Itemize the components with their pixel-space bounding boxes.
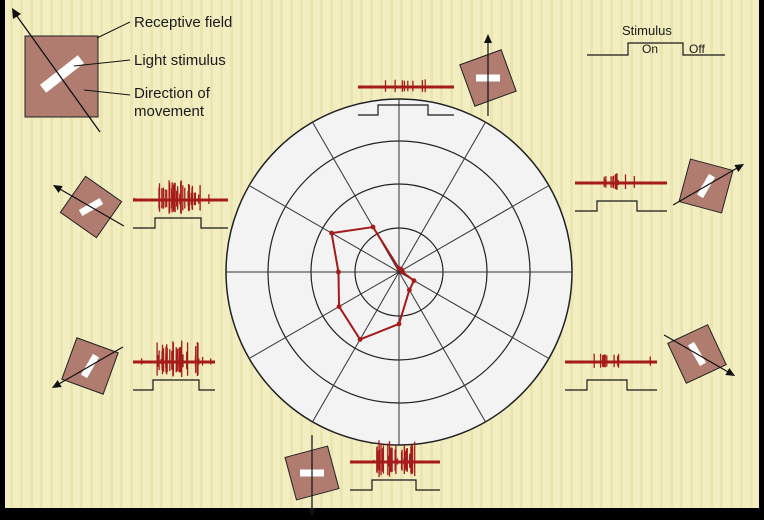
- trace-lower-left: [133, 340, 215, 391]
- stimulus-key: Stimulus On Off: [587, 23, 725, 56]
- trace-stimulus-step: [565, 379, 657, 391]
- trace-spikes: [373, 440, 416, 478]
- direction-arrow-icon: [52, 185, 63, 193]
- direction-cards: [51, 34, 745, 517]
- polar-response-point: [370, 224, 376, 230]
- legend-label-light-stimulus: Light stimulus: [134, 52, 226, 69]
- polar-response-point: [357, 337, 363, 342]
- direction-arrow-icon: [308, 508, 316, 517]
- polar-response-point: [336, 269, 341, 275]
- trace-down: [350, 440, 440, 491]
- trace-stimulus-step: [575, 200, 667, 212]
- card-down: [284, 435, 340, 517]
- legend-label-movement: movement: [134, 103, 205, 120]
- trace-stimulus-step: [133, 217, 228, 229]
- direction-arrow-icon: [51, 380, 62, 388]
- trace-spikes: [140, 340, 212, 377]
- trace-baseline: [358, 85, 454, 89]
- polar-response-point: [406, 287, 412, 293]
- stimulus-waveform: [587, 42, 725, 56]
- trace-stimulus-step: [358, 104, 454, 116]
- card-lower-right: [663, 324, 736, 384]
- card-upper-left: [52, 175, 125, 239]
- card-up: [459, 34, 517, 116]
- legend-direction-line: [13, 11, 101, 133]
- trace-spikes: [593, 353, 651, 368]
- legend-direction-arrow-icon: [12, 8, 21, 19]
- trace-up: [358, 79, 454, 116]
- trace-spikes: [603, 173, 635, 190]
- polar-response-point: [396, 321, 402, 327]
- trace-spikes: [133, 180, 210, 214]
- polar-response-point: [396, 266, 402, 271]
- spike-traces: [133, 79, 667, 491]
- legend-label-receptive-field: Receptive field: [134, 14, 232, 31]
- trace-baseline: [575, 181, 667, 185]
- direction-line: [56, 346, 124, 386]
- card-lower-left: [51, 337, 124, 395]
- stimulus-title: Stimulus: [622, 23, 672, 38]
- polar-plot: [225, 98, 573, 446]
- polar-response-point: [336, 304, 342, 309]
- direction-line: [672, 166, 740, 206]
- card-upper-right: [672, 158, 745, 214]
- trace-stimulus-step: [350, 479, 440, 491]
- polar-spoke: [248, 185, 550, 359]
- trace-lower-right: [565, 353, 657, 391]
- direction-line: [57, 187, 125, 227]
- legend-label-direction: Direction of: [134, 85, 211, 102]
- direction-arrow-icon: [725, 368, 736, 376]
- trace-upper-left: [133, 180, 228, 229]
- stimulus-off-label: Off: [689, 42, 705, 56]
- direction-arrow-icon: [484, 34, 492, 43]
- polar-response-points: [329, 224, 417, 342]
- legend-key: Receptive field Light stimulus Direction…: [12, 8, 232, 133]
- trace-baseline: [565, 360, 657, 364]
- polar-response-point: [411, 278, 417, 284]
- direction-arrow-icon: [734, 164, 745, 172]
- direction-line: [663, 334, 731, 374]
- stimulus-on-label: On: [642, 42, 658, 56]
- trace-stimulus-step: [133, 379, 215, 391]
- trace-upper-right: [575, 173, 667, 212]
- trace-spikes: [384, 79, 426, 93]
- polar-response-point: [329, 230, 334, 236]
- legend-light-stimulus: [40, 55, 84, 93]
- polar-spokes: [226, 99, 572, 445]
